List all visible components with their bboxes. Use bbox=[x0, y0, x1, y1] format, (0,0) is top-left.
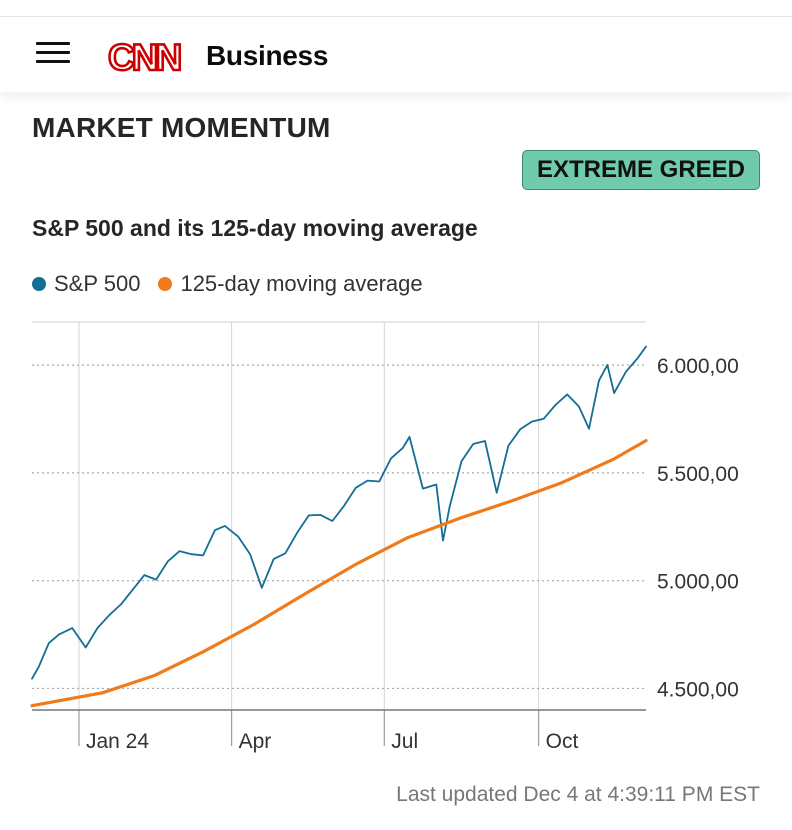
cnn-business-logo[interactable]: CNN Business bbox=[106, 35, 329, 77]
top-bar bbox=[0, 0, 792, 17]
x-tick-label: Oct bbox=[546, 730, 579, 753]
chart-legend: S&P 500 125-day moving average bbox=[32, 271, 441, 297]
rating-badge: EXTREME GREED bbox=[522, 150, 760, 190]
y-tick-label: 6.000,00 bbox=[657, 355, 739, 378]
y-tick-label: 5.000,00 bbox=[657, 571, 739, 594]
site-header: CNN Business bbox=[0, 17, 792, 92]
brand-name: Business bbox=[206, 40, 329, 71]
x-tick-label: Apr bbox=[239, 730, 272, 753]
legend-item-moving-average: 125-day moving average bbox=[158, 271, 423, 297]
legend-dot-moving-average bbox=[158, 277, 173, 291]
x-tick-label: Jan 24 bbox=[86, 730, 149, 753]
line-chart: Jan 24 Apr Jul Oct 4.500,00 5.000,00 5.500,00 6… bbox=[30, 321, 739, 753]
svg-text:CNN: CNN bbox=[108, 37, 180, 76]
last-updated: Last updated Dec 4 at 4:39:11 PM EST bbox=[396, 783, 760, 806]
sp500-line bbox=[31, 345, 647, 680]
moving-average-line bbox=[30, 439, 648, 708]
cnn-logo-icon: CNN bbox=[107, 36, 185, 76]
y-tick-label: 4.500,00 bbox=[657, 678, 739, 701]
hamburger-menu-icon[interactable] bbox=[36, 39, 72, 67]
chart-title: S&P 500 and its 125-day moving average bbox=[32, 215, 478, 241]
y-tick-label: 5.500,00 bbox=[657, 463, 739, 486]
section-title: MARKET MOMENTUM bbox=[32, 112, 331, 143]
legend-label-moving-average: 125-day moving average bbox=[180, 271, 423, 296]
legend-item-sp500: S&P 500 bbox=[32, 271, 140, 297]
x-tick-label: Jul bbox=[391, 730, 418, 753]
legend-label-sp500: S&P 500 bbox=[54, 271, 141, 296]
legend-dot-sp500 bbox=[32, 277, 46, 291]
